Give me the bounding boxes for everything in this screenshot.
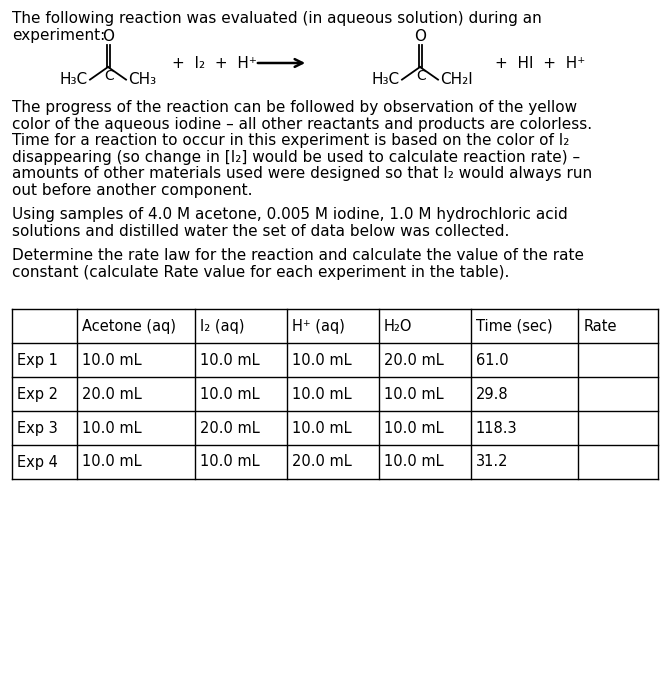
Text: C: C xyxy=(104,69,114,83)
Text: O: O xyxy=(414,29,426,44)
Text: Exp 1: Exp 1 xyxy=(17,352,58,368)
Text: 10.0 mL: 10.0 mL xyxy=(384,455,444,469)
Text: 29.8: 29.8 xyxy=(476,386,509,401)
Text: 10.0 mL: 10.0 mL xyxy=(292,386,352,401)
Text: CH₂I: CH₂I xyxy=(440,72,473,87)
Text: 10.0 mL: 10.0 mL xyxy=(292,421,352,435)
Text: 10.0 mL: 10.0 mL xyxy=(292,352,352,368)
Text: Exp 4: Exp 4 xyxy=(17,455,58,469)
Text: color of the aqueous iodine – all other reactants and products are colorless.: color of the aqueous iodine – all other … xyxy=(12,117,592,131)
Text: CH₃: CH₃ xyxy=(128,72,156,87)
Text: disappearing (so change in [I₂] would be used to calculate reaction rate) –: disappearing (so change in [I₂] would be… xyxy=(12,149,580,164)
Text: H₃C: H₃C xyxy=(60,72,88,87)
Text: 10.0 mL: 10.0 mL xyxy=(82,421,142,435)
Text: experiment:: experiment: xyxy=(12,28,105,43)
Text: 10.0 mL: 10.0 mL xyxy=(200,386,260,401)
Text: 31.2: 31.2 xyxy=(476,455,508,469)
Text: Determine the rate law for the reaction and calculate the value of the rate: Determine the rate law for the reaction … xyxy=(12,248,584,263)
Text: 20.0 mL: 20.0 mL xyxy=(384,352,444,368)
Text: Exp 3: Exp 3 xyxy=(17,421,58,435)
Text: H₃C: H₃C xyxy=(372,72,400,87)
Text: 10.0 mL: 10.0 mL xyxy=(200,455,260,469)
Text: solutions and distilled water the set of data below was collected.: solutions and distilled water the set of… xyxy=(12,223,509,238)
Text: 20.0 mL: 20.0 mL xyxy=(292,455,352,469)
Text: H⁺ (aq): H⁺ (aq) xyxy=(292,319,345,334)
Text: Rate: Rate xyxy=(584,319,617,334)
Text: Time (sec): Time (sec) xyxy=(476,319,552,334)
Text: Acetone (aq): Acetone (aq) xyxy=(82,319,176,334)
Text: The progress of the reaction can be followed by observation of the yellow: The progress of the reaction can be foll… xyxy=(12,100,577,115)
Text: I₂ (aq): I₂ (aq) xyxy=(200,319,245,334)
Text: 10.0 mL: 10.0 mL xyxy=(82,352,142,368)
Text: amounts of other materials used were designed so that I₂ would always run: amounts of other materials used were des… xyxy=(12,166,592,181)
Text: constant (calculate Rate value for each experiment in the table).: constant (calculate Rate value for each … xyxy=(12,265,509,279)
Text: Time for a reaction to occur in this experiment is based on the color of I₂: Time for a reaction to occur in this exp… xyxy=(12,133,569,148)
Text: 10.0 mL: 10.0 mL xyxy=(384,386,444,401)
Text: 118.3: 118.3 xyxy=(476,421,517,435)
Text: 20.0 mL: 20.0 mL xyxy=(82,386,142,401)
Text: 10.0 mL: 10.0 mL xyxy=(82,455,142,469)
Text: +  HI  +  H⁺: + HI + H⁺ xyxy=(495,55,586,70)
Text: 61.0: 61.0 xyxy=(476,352,509,368)
Text: 10.0 mL: 10.0 mL xyxy=(200,352,260,368)
Text: Using samples of 4.0 Μ acetone, 0.005 Μ iodine, 1.0 Μ hydrochloric acid: Using samples of 4.0 Μ acetone, 0.005 Μ … xyxy=(12,207,567,222)
Text: H₂O: H₂O xyxy=(384,319,412,334)
Text: C: C xyxy=(416,69,426,83)
Text: Exp 2: Exp 2 xyxy=(17,386,58,401)
Text: 10.0 mL: 10.0 mL xyxy=(384,421,444,435)
Text: The following reaction was evaluated (in aqueous solution) during an: The following reaction was evaluated (in… xyxy=(12,11,542,26)
Text: +  I₂  +  H⁺: + I₂ + H⁺ xyxy=(172,55,257,70)
Text: O: O xyxy=(102,29,114,44)
Text: 20.0 mL: 20.0 mL xyxy=(200,421,260,435)
Text: out before another component.: out before another component. xyxy=(12,182,253,198)
